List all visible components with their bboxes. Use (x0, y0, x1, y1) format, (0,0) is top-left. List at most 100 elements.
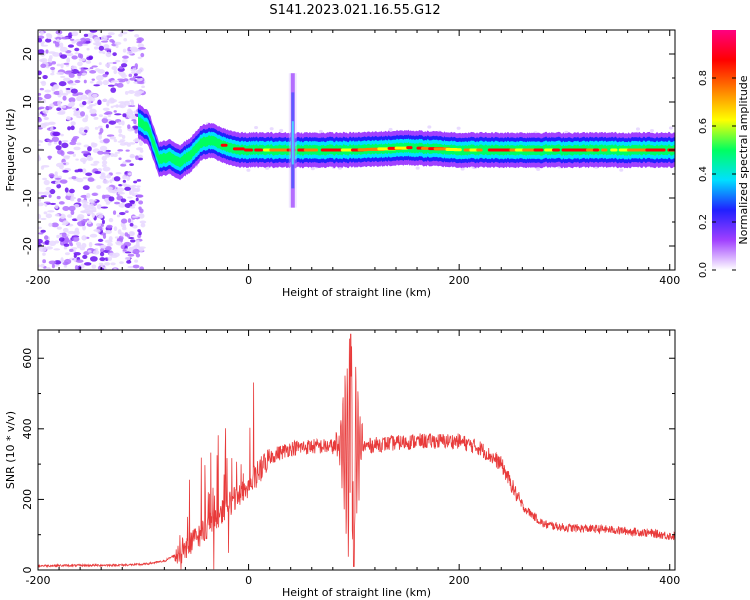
noise-blob (78, 169, 83, 173)
noise-blob (51, 263, 55, 269)
noise-blob (101, 117, 108, 124)
noise-blob (42, 191, 51, 196)
noise-blob (120, 232, 125, 237)
noise-blob (64, 187, 69, 193)
ridge-band (138, 115, 675, 168)
noise-blob (86, 32, 95, 36)
ridge-halo (254, 125, 259, 130)
noise-blob (86, 154, 92, 160)
noise-blob (80, 111, 86, 117)
noise-blob (53, 84, 59, 89)
noise-blob (122, 48, 127, 53)
noise-blob (62, 206, 70, 211)
noise-blob (137, 43, 145, 48)
noise-blob (83, 33, 89, 38)
noise-blob (126, 233, 131, 238)
ridge-halo (246, 168, 251, 172)
ridge-band (138, 111, 675, 172)
noise-blob (73, 252, 81, 256)
noise-blob (126, 175, 131, 181)
noise-blob (114, 41, 122, 45)
colorbar-label: Normalized spectral amplitude (737, 75, 750, 244)
noise-blob (91, 192, 98, 197)
noise-blob (112, 105, 120, 108)
noise-blob (127, 218, 132, 223)
noise-blob (60, 75, 66, 78)
noise-blob (136, 40, 142, 44)
noise-blob (56, 234, 60, 239)
noise-blob (72, 236, 80, 242)
noise-blob (125, 159, 132, 163)
noise-blob (82, 176, 88, 180)
noise-blob (67, 44, 74, 48)
noise-blob (45, 49, 49, 54)
noise-blob (94, 126, 99, 130)
noise-blob (71, 55, 78, 60)
noise-blob (71, 137, 78, 141)
colorbar-tick-label: 0.4 (698, 166, 709, 182)
noise-blob (56, 71, 65, 75)
noise-blob (101, 160, 108, 165)
noise-blob (62, 169, 69, 173)
ridge-halo (269, 127, 274, 131)
noise-blob (95, 75, 104, 81)
noise-blob (53, 141, 58, 145)
ridge-halo (427, 125, 432, 129)
noise-blob (73, 203, 80, 208)
noise-blob (108, 218, 114, 223)
noise-blob (76, 92, 84, 96)
noise-blob (44, 93, 52, 99)
noise-blob (71, 247, 78, 250)
ridge-halo (619, 168, 624, 172)
noise-blob (48, 194, 52, 198)
noise-blob (44, 89, 51, 93)
noise-blob (63, 62, 70, 65)
noise-blob (58, 140, 62, 146)
noise-blob (103, 138, 110, 144)
noise-blob (42, 109, 49, 114)
noise-blob (108, 236, 113, 241)
noise-blob (111, 40, 116, 44)
noise-blob (98, 62, 102, 66)
noise-blob (77, 61, 83, 67)
noise-blob (91, 264, 97, 269)
noise-blob (60, 63, 64, 69)
noise-blob (66, 151, 75, 155)
ridge-halo (536, 167, 541, 171)
noise-blob (113, 69, 118, 75)
noise-blob (70, 88, 78, 94)
noise-blob (48, 155, 52, 160)
noise-blob (95, 41, 102, 47)
noise-blob (138, 206, 142, 210)
noise-blob (42, 259, 47, 264)
noise-blob (43, 201, 51, 204)
y-tick-label: -20 (21, 237, 34, 255)
noise-blob (136, 185, 141, 188)
noise-blob (118, 33, 123, 37)
noise-blob (129, 206, 136, 209)
noise-blob (45, 246, 53, 250)
noise-blob (54, 204, 59, 209)
noise-blob (101, 155, 107, 161)
noise-blob (97, 99, 102, 106)
noise-blob (68, 32, 73, 38)
noise-blob (51, 222, 59, 228)
noise-blob (118, 101, 126, 104)
noise-blob (109, 136, 117, 140)
noise-blob (102, 51, 106, 55)
noise-blob (76, 142, 82, 146)
noise-blob (122, 179, 127, 183)
noise-blob (138, 247, 145, 252)
noise-blob (102, 80, 109, 86)
noise-blob (62, 155, 71, 158)
noise-blob (85, 172, 93, 176)
noise-blob (106, 101, 110, 107)
noise-blob (106, 174, 112, 179)
noise-blob (47, 121, 56, 125)
noise-blob (38, 202, 45, 207)
noise-blob (100, 263, 104, 268)
noise-blob (117, 71, 121, 74)
noise-blob (132, 264, 140, 269)
noise-blob (114, 83, 119, 87)
